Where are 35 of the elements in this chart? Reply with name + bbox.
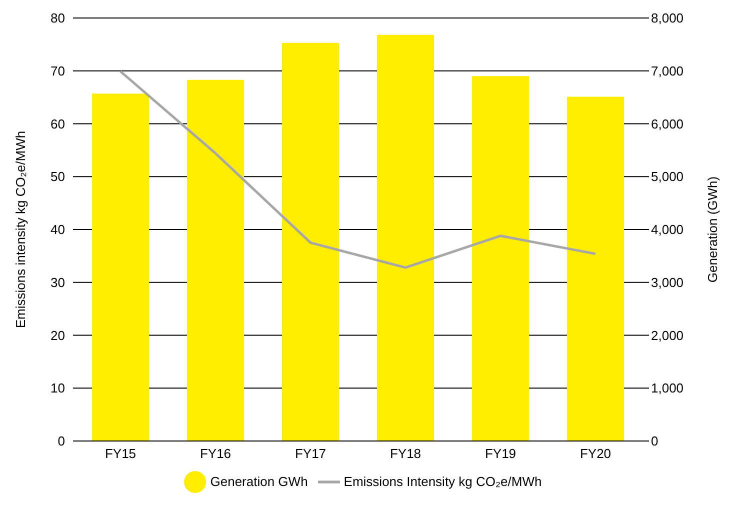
x-tick-label: FY18 [390, 446, 422, 462]
y2-tick-label: 7,000 [651, 63, 684, 78]
bar [92, 94, 149, 441]
x-tick-label: FY17 [294, 446, 326, 462]
legend-label: Emissions Intensity kg CO₂e/MWh [344, 474, 542, 490]
bar [377, 34, 434, 441]
y-tick-label: 10 [50, 380, 65, 396]
legend-label: Generation GWh [210, 474, 308, 490]
bar [472, 76, 529, 441]
y2-tick-label: 5,000 [651, 169, 684, 184]
y2-tick-label: 2,000 [651, 328, 684, 343]
x-tick-label: FY19 [484, 446, 516, 462]
line-series [119, 70, 597, 269]
y2-tick-label: 3,000 [651, 274, 684, 290]
y-tick-label: 30 [50, 274, 65, 290]
y-axis-title: Emissions intensity kg CO₂e/MWh [13, 130, 28, 328]
x-tick-label: FY16 [200, 446, 232, 462]
y2-tick-label: 1,000 [651, 380, 684, 396]
y-tick-label: 70 [50, 63, 65, 78]
x-tick-label: FY15 [104, 446, 136, 462]
y2-tick-label: 8,000 [651, 10, 684, 26]
y2-axis-title: Generation (GWh) [705, 176, 720, 283]
x-tick-label: FY20 [580, 446, 612, 462]
y-tick-label: 40 [50, 222, 65, 238]
y2-tick-label: 4,000 [651, 222, 684, 238]
bar [187, 80, 244, 441]
y-tick-label: 80 [50, 10, 65, 26]
y-tick-label: 60 [50, 116, 65, 132]
y-tick-label: 50 [50, 169, 65, 184]
y2-tick-label: 6,000 [651, 116, 684, 132]
y2-tick-label: 0 [651, 434, 658, 449]
bar [567, 96, 624, 441]
bar [282, 42, 339, 441]
y-tick-label: 20 [50, 328, 65, 343]
y-tick-label: 0 [58, 434, 65, 449]
